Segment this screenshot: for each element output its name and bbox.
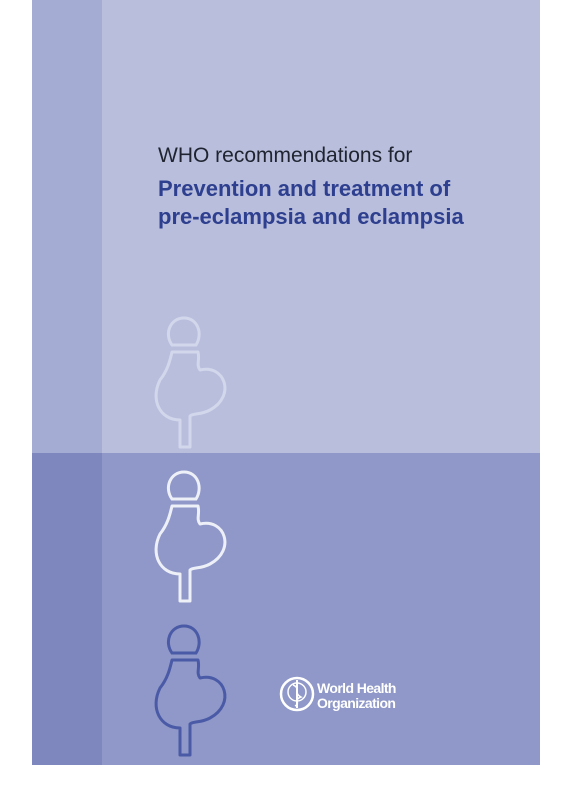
lower-strip	[32, 453, 102, 765]
upper-panel	[32, 0, 540, 453]
publisher-line: World Health	[317, 680, 396, 696]
title-line: pre-eclampsia and eclampsia	[158, 204, 464, 229]
publisher-line: Organization	[317, 695, 395, 711]
series-line: WHO recommendations for	[158, 144, 412, 167]
upper-strip	[32, 0, 102, 453]
lower-panel	[32, 453, 540, 765]
title-line: Prevention and treatment of	[158, 176, 451, 201]
who-emblem	[279, 676, 315, 712]
